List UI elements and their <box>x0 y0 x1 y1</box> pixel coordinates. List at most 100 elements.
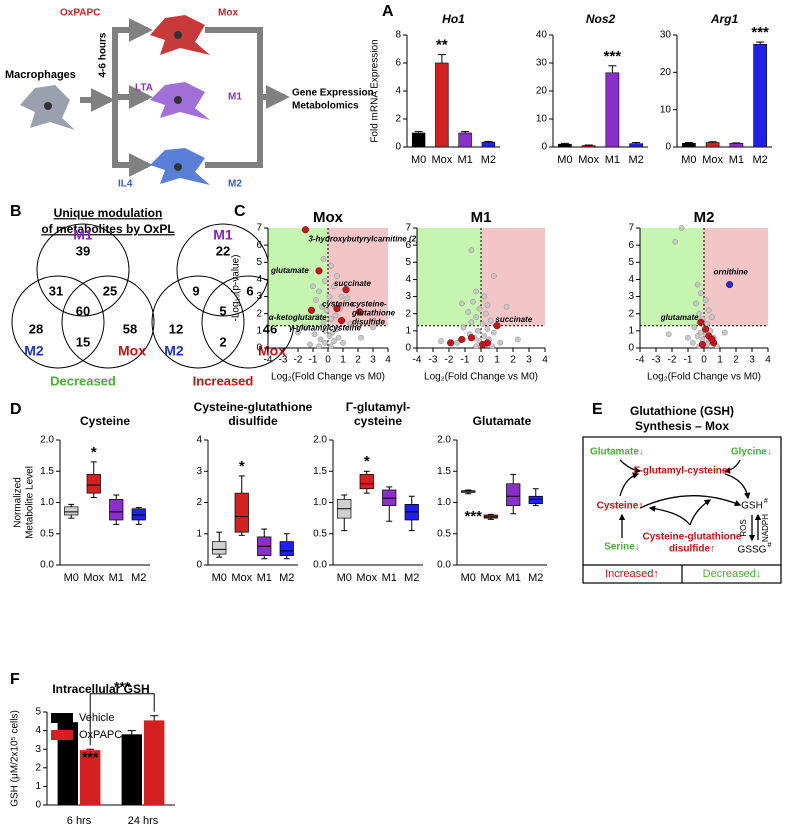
bar <box>581 145 596 148</box>
legend-label: OxPAPC <box>79 729 122 741</box>
point <box>337 317 346 325</box>
point <box>689 340 696 346</box>
y-tick-label: 1.5 <box>40 466 54 477</box>
y-tick-label: 1.0 <box>40 497 54 508</box>
x-tick-label: 3 <box>370 355 376 366</box>
chart-title: Mox <box>313 209 344 226</box>
x-tick-label: M1 <box>605 154 620 166</box>
point-label: disulfide <box>352 317 385 326</box>
panel-label: D <box>10 401 22 418</box>
x-tick-label: 2 <box>355 355 361 366</box>
x-tick-label: M1 <box>257 572 272 584</box>
y-tick-label: 4 <box>405 274 411 285</box>
y-tick-label: 0.5 <box>313 528 327 539</box>
bar <box>682 142 696 148</box>
x-tick-label: M0 <box>681 154 696 166</box>
chart-title: M1 <box>471 209 492 226</box>
x-tick-label: 2 <box>733 355 739 366</box>
point-label: ornithine <box>714 268 749 277</box>
x-tick-label: M1 <box>729 154 744 166</box>
point <box>310 283 316 290</box>
y-tick-label: 10 <box>660 104 672 115</box>
venn-circle <box>61 275 155 369</box>
x-tick-label: M0 <box>557 154 572 166</box>
point <box>311 331 318 338</box>
point-label: α-ketoglutarate <box>269 313 327 322</box>
chart-title: Arg1 <box>710 12 739 26</box>
y-tick-label: 1 <box>628 325 634 336</box>
treatment: OxPAPC <box>60 8 100 19</box>
point <box>709 314 715 320</box>
venn-title: Unique modulation <box>54 206 163 220</box>
x-tick-label: 3 <box>749 355 755 366</box>
box <box>64 506 79 516</box>
x-tick-label: M0 <box>337 572 352 584</box>
point <box>490 273 497 279</box>
y-tick-label: 0 <box>256 343 262 354</box>
bar <box>558 143 572 148</box>
significance: * <box>364 453 370 470</box>
pathway-node-sup: # <box>764 498 768 505</box>
y-axis-label: Metabolite Level <box>25 466 36 539</box>
point <box>484 302 491 308</box>
y-tick-label: 3 <box>35 744 41 755</box>
point <box>470 298 476 305</box>
x-tick-label: M0 <box>212 572 227 584</box>
pathway-legend: Increased↑ <box>605 568 659 580</box>
y-tick-label: 4 <box>196 435 202 446</box>
pathway-frame <box>582 436 782 584</box>
x-tick-label: Mox <box>578 154 599 166</box>
x-tick-label: 0 <box>701 355 707 366</box>
point <box>316 288 322 295</box>
y-tick-label: 6 <box>256 240 262 251</box>
y-tick-label: 5 <box>405 257 411 268</box>
x-tick-label: Mox <box>356 572 377 584</box>
point-label: glutamate <box>270 266 309 275</box>
cell-label: Macrophages <box>5 69 76 81</box>
x-tick-label: -1 <box>684 355 693 366</box>
x-tick-label: -3 <box>429 355 438 366</box>
readout: Metabolomics <box>292 101 359 112</box>
bar <box>144 720 165 805</box>
y-tick-label: 5 <box>628 257 634 268</box>
bar <box>57 722 78 805</box>
pathway-node: Serine↓ <box>604 542 640 553</box>
venn-set-label: M2 <box>164 343 184 359</box>
chart-title: Glutamate <box>473 414 532 428</box>
point <box>340 340 346 346</box>
x-tick-label: Mox <box>231 572 252 584</box>
point <box>331 338 337 344</box>
point <box>698 341 706 349</box>
point <box>328 262 334 269</box>
x-axis-label: Log₂(Fold Change vs M0) <box>271 372 385 383</box>
point <box>479 321 486 327</box>
point <box>358 334 364 341</box>
point <box>702 325 710 333</box>
venn-count: 58 <box>123 321 137 336</box>
point <box>473 343 480 350</box>
point <box>344 295 351 302</box>
y-tick-label: 3 <box>196 466 202 477</box>
pathway-node: GSSG <box>738 545 767 556</box>
point <box>476 305 483 312</box>
cells <box>20 15 210 185</box>
x-tick-label: M2 <box>481 154 496 166</box>
bar <box>629 143 643 148</box>
bar <box>753 44 767 148</box>
pathway-node: ROS <box>739 519 748 536</box>
y-tick-label: 1 <box>405 325 411 336</box>
bar <box>458 132 472 148</box>
y-tick-label: 2 <box>405 308 411 319</box>
panel-label: F <box>10 671 20 688</box>
y-tick-label: 0.5 <box>40 528 54 539</box>
point <box>328 316 334 322</box>
point <box>726 281 734 289</box>
y-tick-label: 3 <box>256 291 262 302</box>
point <box>301 226 310 234</box>
y-tick-label: 6 <box>405 240 411 251</box>
pathway-node: GSH <box>741 501 763 512</box>
point-label: succinate <box>495 315 532 324</box>
point <box>316 343 322 350</box>
point <box>705 307 712 314</box>
